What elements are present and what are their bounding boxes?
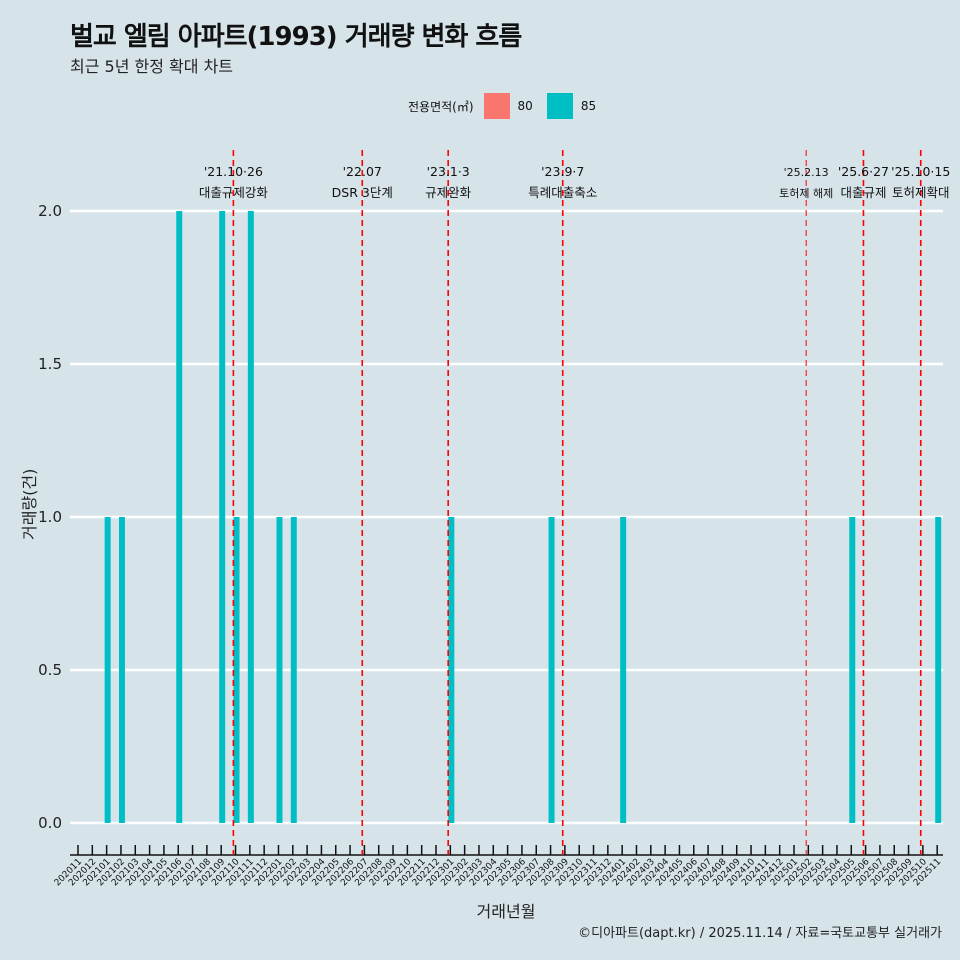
event-label: 대출규제강화 — [199, 185, 269, 200]
y-tick-label: 0.5 — [38, 661, 62, 679]
legend: 전용면적(㎡) 80 85 — [408, 93, 596, 119]
caption: ©디아파트(dapt.kr) / 2025.11.14 / 자료=국토교통부 실… — [578, 926, 942, 941]
bar-202301 — [448, 517, 455, 823]
bar-202110 — [233, 517, 240, 823]
legend-title: 전용면적(㎡) — [408, 99, 474, 114]
chart-subtitle: 최근 5년 한정 확대 차트 — [70, 57, 234, 76]
y-tick-label: 1.5 — [38, 355, 62, 373]
bar-202401 — [620, 517, 627, 823]
event-label: 규제완화 — [425, 185, 472, 200]
bar-202111 — [247, 211, 254, 823]
event-label: 토허제 해제 — [779, 186, 833, 200]
event-date: '25.2.13 — [784, 166, 829, 179]
legend-key-85 — [546, 93, 573, 119]
bar-202101 — [104, 517, 111, 823]
event-date: '23.1·3 — [427, 164, 470, 179]
event-date: '21.10·26 — [204, 164, 263, 179]
y-tick-label: 2.0 — [38, 202, 62, 220]
y-tick-label: 1.0 — [38, 508, 62, 526]
bar-202106 — [176, 211, 183, 823]
event-label: 대출규제 — [840, 185, 886, 200]
legend-label-85: 85 — [580, 99, 597, 113]
bar-202109 — [219, 211, 226, 823]
event-label: 토허제확대 — [892, 185, 950, 200]
bar-202505 — [849, 517, 856, 823]
y-axis-label: 거래량(건) — [20, 468, 39, 540]
event-date: '25.10·15 — [891, 164, 950, 179]
bar-202308 — [548, 517, 555, 823]
event-label: 특례대출축소 — [528, 185, 597, 200]
legend-key-80 — [483, 93, 510, 119]
chart-title: 벌교 엘림 아파트(1993) 거래량 변화 흐름 — [70, 22, 522, 52]
bar-202102 — [118, 517, 125, 823]
bar-202511 — [935, 517, 942, 823]
event-date: '23.9·7 — [541, 164, 584, 179]
legend-label-80: 80 — [517, 99, 533, 113]
event-date: '22.07 — [343, 164, 382, 179]
event-label: DSR 3단계 — [332, 185, 393, 200]
y-tick-label: 0.0 — [38, 814, 62, 832]
bar-202202 — [290, 517, 297, 823]
event-date: '25.6·27 — [838, 164, 889, 179]
x-axis-label: 거래년월 — [476, 902, 536, 921]
bar-202201 — [276, 517, 283, 823]
